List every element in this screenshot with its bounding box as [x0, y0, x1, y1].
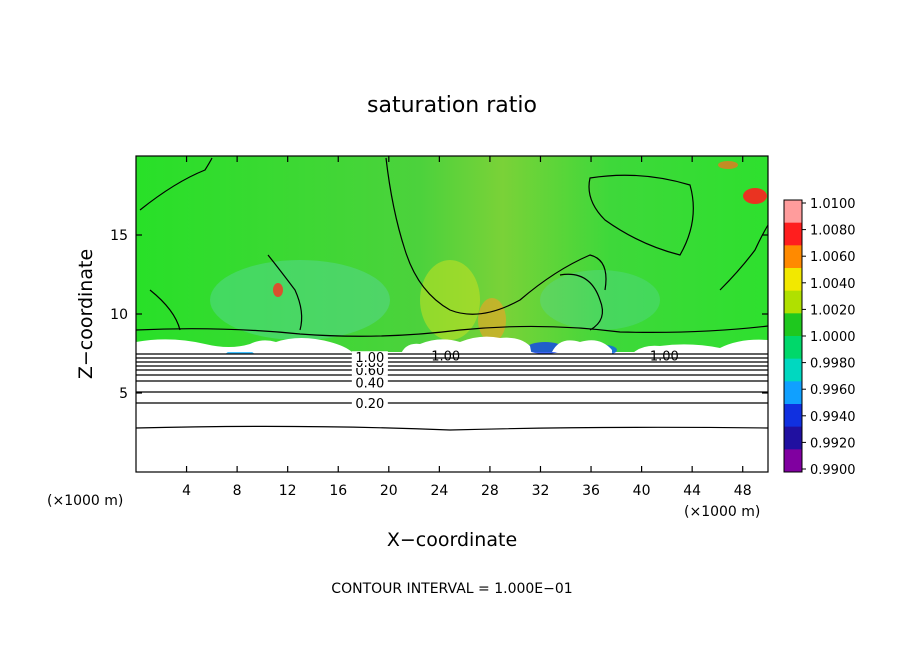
- colorbar-label: 0.9940: [810, 410, 856, 425]
- colorbar-swatch: [784, 426, 802, 450]
- subsaturated-layer: [136, 354, 768, 472]
- field-patch: [420, 260, 480, 340]
- x-tick-label: 4: [182, 483, 191, 499]
- field-patch: [210, 260, 390, 340]
- x-tick-label: 8: [233, 483, 242, 499]
- chart-title: saturation ratio: [367, 93, 537, 118]
- colorbar-label: 0.9920: [810, 436, 856, 451]
- contour-line: [588, 174, 694, 256]
- contour-label: 0.20: [355, 397, 384, 412]
- colorbar-label: 0.9900: [810, 463, 856, 478]
- y-axis-title: Z−coordinate: [75, 249, 97, 379]
- colorbar-swatch: [784, 268, 802, 292]
- contour-label-bg: [351, 351, 388, 364]
- x-tick-label: 16: [329, 483, 347, 499]
- contour-labels: 0.200.400.600.801.00 1.00 1.00: [351, 350, 679, 412]
- colorbar-swatch: [784, 222, 802, 246]
- contour-line: [559, 273, 603, 331]
- colorbar-swatch: [784, 336, 802, 360]
- colorbar-swatch: [784, 404, 802, 428]
- x-axis-title: X−coordinate: [387, 529, 517, 551]
- x-tick-label: 44: [683, 483, 701, 499]
- contour-line: [385, 157, 607, 315]
- colorbar-label: 0.9980: [810, 357, 856, 372]
- contour-line: [149, 289, 181, 331]
- x-tick-label: 32: [532, 483, 550, 499]
- y-axis-ticks: 5 10 15: [110, 228, 768, 402]
- x-tick-label: 20: [380, 483, 398, 499]
- colorbar-label: 1.0080: [810, 224, 856, 239]
- colorbar-swatch: [784, 290, 802, 314]
- x-unit-label-right: (×1000 m): [684, 504, 760, 520]
- contour-label: 1.00: [650, 350, 679, 365]
- x-tick-label: 28: [481, 483, 499, 499]
- contour-label: 1.00: [431, 350, 460, 365]
- field-patch: [478, 298, 506, 342]
- contour-line: [719, 224, 768, 291]
- colorbar: 1.0100 1.0080 1.0060 1.0040 1.0020 1.0000 0.99…: [783, 197, 856, 478]
- x-unit-label-left: (×1000 m): [47, 493, 123, 509]
- field-patch: [743, 188, 767, 204]
- colorbar-swatch: [784, 313, 802, 337]
- x-tick-label: 48: [734, 483, 752, 499]
- colorbar-swatch: [784, 449, 802, 473]
- colorbar-label: 0.9960: [810, 383, 856, 398]
- contour-line: [267, 254, 303, 331]
- x-tick-label: 40: [633, 483, 651, 499]
- colorbar-swatch: [784, 358, 802, 382]
- colorbar-swatch: [784, 200, 802, 224]
- contour-line: [136, 425, 768, 431]
- colorbar-swatch: [784, 381, 802, 405]
- field-patch: [718, 161, 738, 169]
- colorbar-swatch: [784, 245, 802, 269]
- contour-interval-note: CONTOUR INTERVAL = 1.000E−01: [331, 581, 572, 597]
- y-tick-label: 5: [119, 386, 128, 402]
- x-tick-label: 36: [582, 483, 600, 499]
- colorbar-label: 1.0100: [810, 197, 856, 212]
- colorbar-label: 1.0000: [810, 330, 856, 345]
- contour-label: 1.00: [355, 351, 384, 366]
- colorbar-label: 1.0040: [810, 277, 856, 292]
- y-tick-label: 10: [110, 307, 128, 323]
- contour-line: [136, 325, 768, 337]
- cloud-base-blobs: [136, 336, 768, 356]
- x-axis-ticks: 4 8 12 16 20 24 28 32 36 40 44 48: [182, 156, 752, 499]
- saturation-field: [136, 156, 768, 472]
- x-tick-label: 24: [430, 483, 448, 499]
- colorbar-label: 1.0060: [810, 250, 856, 265]
- field-patch: [273, 283, 283, 297]
- contour-label: 0.40: [355, 377, 384, 392]
- contour-line: [139, 157, 213, 211]
- colorbar-label: 1.0020: [810, 303, 856, 318]
- x-tick-label: 12: [279, 483, 297, 499]
- y-tick-label: 15: [110, 228, 128, 244]
- contour-label-bg: [351, 376, 388, 389]
- contour-label-bg: [351, 397, 388, 410]
